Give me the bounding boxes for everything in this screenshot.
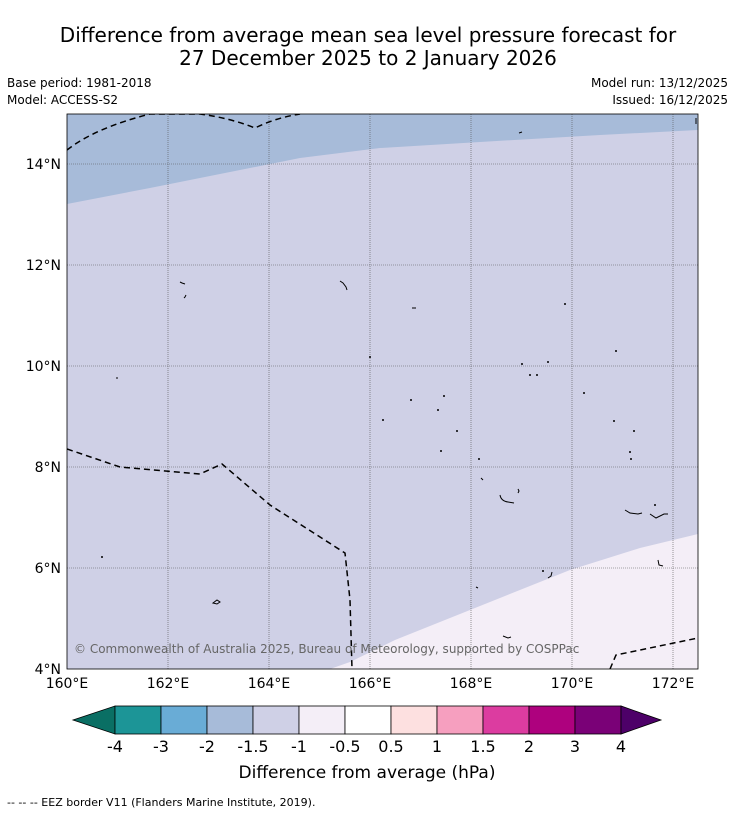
chart-title-line-1: Difference from average mean sea level p… xyxy=(59,23,677,47)
lat-tick-label: 12°N xyxy=(26,258,61,274)
colorbar-tick-label: 2 xyxy=(524,737,534,756)
lon-tick-label: 170°E xyxy=(551,676,594,692)
lat-tick-label: 8°N xyxy=(35,460,61,476)
graticule xyxy=(67,114,698,669)
lon-tick-label: 164°E xyxy=(248,676,291,692)
lon-tick-label: 172°E xyxy=(652,676,695,692)
colorbar-tick-label: 3 xyxy=(570,737,580,756)
colorbar-tick-label: -0.5 xyxy=(329,737,360,756)
colorbar-tick-label: 4 xyxy=(616,737,626,756)
issued-date: Issued: 16/12/2025 xyxy=(612,93,728,107)
islands xyxy=(116,118,697,639)
lat-tick-label: 6°N xyxy=(35,561,61,577)
map-area: © Commonwealth of Australia 2025, Bureau… xyxy=(67,114,698,669)
lon-tick-label: 166°E xyxy=(349,676,392,692)
colorbar-arrow-low xyxy=(71,705,116,735)
lon-tick-label: 162°E xyxy=(147,676,190,692)
map-frame xyxy=(66,113,699,670)
colorbar-tick-label: -1.5 xyxy=(237,737,268,756)
base-period: Base period: 1981-2018 xyxy=(7,76,152,90)
colorbar-tick-label: 1.5 xyxy=(470,737,495,756)
colorbar-tick-label: -2 xyxy=(199,737,215,756)
colorbar-label: Difference from average (hPa) xyxy=(239,763,496,783)
colorbar-cell xyxy=(528,705,576,735)
colorbar-cell xyxy=(252,705,300,735)
colorbar-tick-label: 1 xyxy=(432,737,442,756)
colorbar-tick-label: -3 xyxy=(153,737,169,756)
lat-tick-label: 4°N xyxy=(35,662,61,678)
longitude-ticks: 160°E 162°E 164°E 166°E 168°E 170°E 172°… xyxy=(46,676,695,692)
colorbar-arrow-high xyxy=(620,705,663,735)
atolls xyxy=(101,303,656,572)
copyright-notice: © Commonwealth of Australia 2025, Bureau… xyxy=(74,642,579,656)
model-name: Model: ACCESS-S2 xyxy=(7,93,119,107)
colorbar-cell xyxy=(390,705,438,735)
colorbar-cell xyxy=(298,705,346,735)
lon-tick-label: 168°E xyxy=(450,676,493,692)
eez-footnote: -- -- -- EEZ border V11 (Flanders Marine… xyxy=(7,796,316,809)
chart-title-line-2: 27 December 2025 to 2 January 2026 xyxy=(179,46,557,70)
colorbar-cell xyxy=(574,705,622,735)
pressure-band-minus2-to-minus1.5 xyxy=(67,114,698,204)
model-run: Model run: 13/12/2025 xyxy=(590,76,728,90)
colorbar-cell xyxy=(436,705,484,735)
eez-borders xyxy=(67,114,698,669)
colorbar-cell xyxy=(160,705,208,735)
colorbar-cell xyxy=(114,705,162,735)
colorbar: -4 -3 -2 -1.5 -1 -0.5 0.5 1 1.5 2 3 4 Difference fr… xyxy=(71,705,663,783)
colorbar-tick-label: 0.5 xyxy=(378,737,403,756)
colorbar-cell xyxy=(482,705,530,735)
colorbar-tick-label: -1 xyxy=(291,737,307,756)
colorbar-cell xyxy=(344,705,392,735)
lat-tick-label: 14°N xyxy=(26,157,61,173)
colorbar-tick-label: -4 xyxy=(107,737,123,756)
colorbar-cell xyxy=(206,705,254,735)
lat-tick-label: 10°N xyxy=(26,359,61,375)
latitude-ticks: 14°N 12°N 10°N 8°N 6°N 4°N xyxy=(26,157,61,678)
lon-tick-label: 160°E xyxy=(46,676,89,692)
